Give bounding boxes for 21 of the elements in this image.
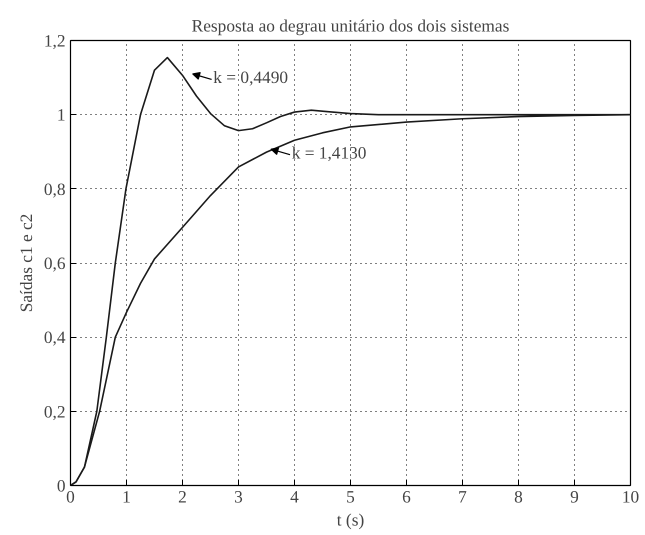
x-tick-label: 6 [402,488,412,506]
x-tick-label: 9 [570,488,579,506]
x-tick-label: 2 [178,488,187,506]
y-tick-label: 0,4 [44,328,66,348]
x-tick-label: 8 [514,488,523,506]
y-tick-label: 0,8 [44,180,66,199]
x-tick-label: 7 [458,488,468,506]
x-axis-title: t (s) [336,510,364,530]
x-tick-label: 10 [622,488,640,506]
x-tick-label: 1 [122,488,131,506]
chart-title: Resposta ao degrau unitário dos dois sistemas [192,16,510,36]
x-tick-label: 4 [290,488,300,506]
x-tick-label: 5 [346,488,355,506]
x-tick-label: 3 [234,488,243,506]
annotation: k = 1,4130 [292,143,366,162]
y-tick-label: 1 [56,106,66,125]
y-tick-label: 0,2 [44,402,66,422]
y-axis-title: Saídas c1 e c2 [16,214,36,312]
y-tick-label: 0,6 [44,254,66,273]
y-tick-label: 1,2 [44,32,66,50]
annotation: k = 0,4490 [213,68,288,88]
